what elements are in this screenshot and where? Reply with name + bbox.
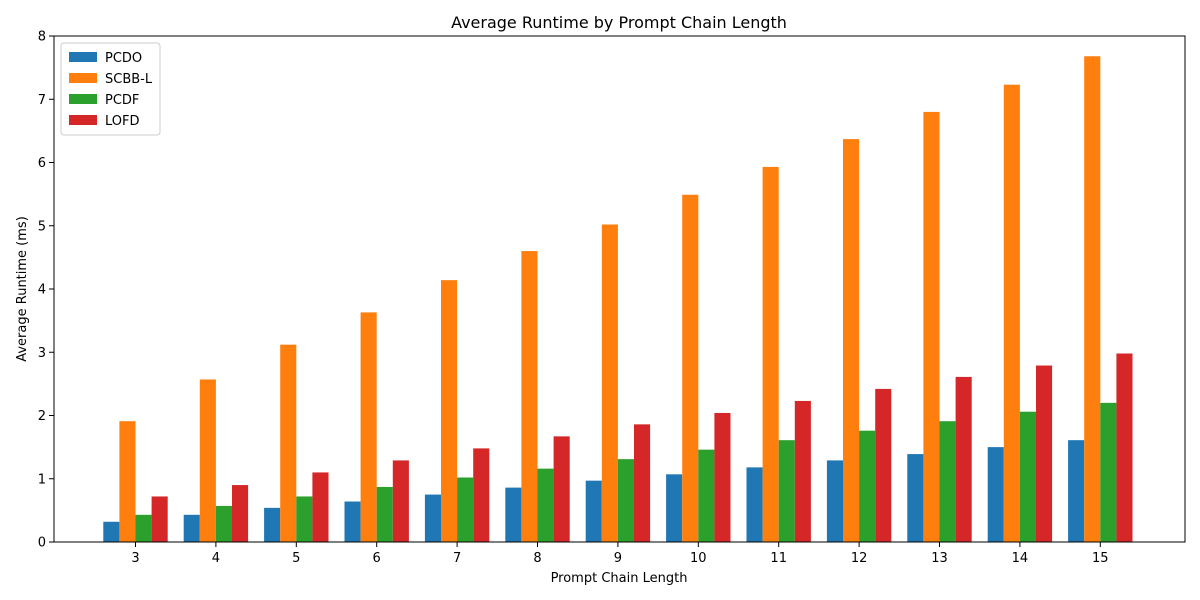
y-tick-label: 3: [38, 346, 46, 361]
bar-pcdo-14: [987, 447, 1004, 543]
bar-scbb-l-8: [521, 251, 538, 543]
plot-frame: [53, 35, 1186, 543]
x-tick-label: 4: [212, 551, 220, 566]
y-tick-label: 6: [38, 156, 46, 171]
bar-lofd-4: [232, 485, 249, 542]
bar-pcdo-6: [344, 501, 361, 542]
bar-pcdf-15: [1100, 402, 1117, 542]
x-tick-label: 15: [1092, 551, 1109, 566]
x-axis: 3 4 5 6 7 8 9 10 11 12 13 14 15: [131, 542, 1109, 566]
x-tick-label: 3: [131, 551, 139, 566]
bar-lofd-6: [392, 460, 409, 542]
x-tick-label: 5: [292, 551, 300, 566]
bar-lofd-3: [151, 496, 168, 542]
bar-pcdo-8: [505, 487, 522, 542]
x-axis-label: Prompt Chain Length: [551, 571, 688, 586]
x-tick-label: 6: [373, 551, 381, 566]
bar-scbb-l-15: [1084, 56, 1101, 543]
bar-pcdo-3: [103, 521, 120, 542]
y-tick-label: 8: [38, 30, 46, 45]
bar-pcdo-12: [826, 460, 843, 542]
bar-scbb-l-3: [119, 421, 136, 542]
bar-pcdf-7: [457, 477, 474, 542]
chart-title: Average Runtime by Prompt Chain Length: [451, 13, 787, 32]
bar-lofd-9: [634, 424, 651, 542]
bar-pcdf-3: [135, 514, 152, 542]
y-tick-label: 5: [38, 219, 46, 234]
bar-pcdf-14: [1019, 411, 1036, 542]
bar-scbb-l-10: [682, 194, 699, 542]
y-tick-label: 0: [38, 536, 46, 551]
bar-scbb-l-6: [360, 312, 377, 542]
bar-pcdo-7: [424, 494, 441, 542]
x-tick-label: 14: [1012, 551, 1029, 566]
legend-label-scbb-l: SCBB-L: [105, 72, 153, 87]
y-axis: 0 1 2 3 4 5 6 7 8: [38, 30, 54, 551]
bar-scbb-l-5: [280, 344, 297, 542]
bar-lofd-7: [473, 448, 490, 542]
bar-pcdo-9: [585, 480, 602, 542]
legend-label-lofd: LOFD: [105, 114, 140, 129]
bar-pcdf-8: [537, 468, 554, 542]
legend-swatch-lofd: [69, 115, 97, 125]
bar-scbb-l-14: [1003, 84, 1020, 542]
legend-label-pcdf: PCDF: [105, 93, 139, 108]
legend-swatch-scbb-l: [69, 73, 97, 83]
bar-lofd-14: [1036, 365, 1053, 542]
bar-pcdo-15: [1068, 440, 1085, 542]
x-tick-label: 13: [931, 551, 948, 566]
y-axis-label: Average Runtime (ms): [15, 216, 30, 362]
bar-pcdo-4: [183, 514, 200, 542]
y-tick-label: 2: [38, 409, 46, 424]
bar-pcdf-5: [296, 496, 313, 542]
x-tick-label: 9: [614, 551, 622, 566]
bar-lofd-15: [1116, 353, 1133, 542]
bar-scbb-l-9: [601, 224, 618, 543]
bar-scbb-l-12: [843, 139, 860, 542]
bars-layer: [103, 56, 1133, 543]
bar-pcdo-5: [264, 507, 281, 542]
bar-lofd-12: [875, 388, 892, 542]
bar-pcdf-10: [698, 449, 715, 542]
legend-label-pcdo: PCDO: [105, 51, 142, 66]
x-tick-label: 7: [453, 551, 461, 566]
x-tick-label: 8: [533, 551, 541, 566]
bar-lofd-5: [312, 472, 329, 542]
y-tick-label: 7: [38, 93, 46, 108]
bar-lofd-8: [553, 436, 570, 542]
bar-pcdf-13: [939, 421, 956, 542]
bar-pcdf-11: [778, 440, 795, 542]
bar-scbb-l-4: [199, 379, 216, 542]
legend-box: [60, 42, 161, 136]
bar-lofd-11: [794, 400, 811, 542]
bar-lofd-10: [714, 412, 731, 542]
bar-lofd-13: [955, 376, 972, 542]
bar-pcdo-10: [666, 474, 683, 542]
bar-pcdo-13: [907, 454, 924, 542]
bar-pcdf-12: [859, 430, 876, 542]
x-tick-label: 10: [690, 551, 707, 566]
legend-swatch-pcdf: [69, 94, 97, 104]
x-tick-label: 12: [851, 551, 868, 566]
bar-scbb-l-11: [762, 166, 779, 542]
legend-swatch-pcdo: [69, 52, 97, 62]
bar-pcdf-9: [617, 459, 634, 542]
x-tick-label: 11: [770, 551, 787, 566]
y-tick-label: 4: [38, 283, 46, 298]
bar-scbb-l-13: [923, 111, 940, 543]
legend: PCDO SCBB-L PCDF LOFD: [60, 42, 161, 136]
bar-pcdf-6: [376, 486, 393, 542]
bar-scbb-l-7: [441, 280, 458, 542]
bar-pcdo-11: [746, 467, 763, 542]
y-tick-label: 1: [38, 472, 46, 487]
bar-pcdf-4: [215, 505, 232, 542]
